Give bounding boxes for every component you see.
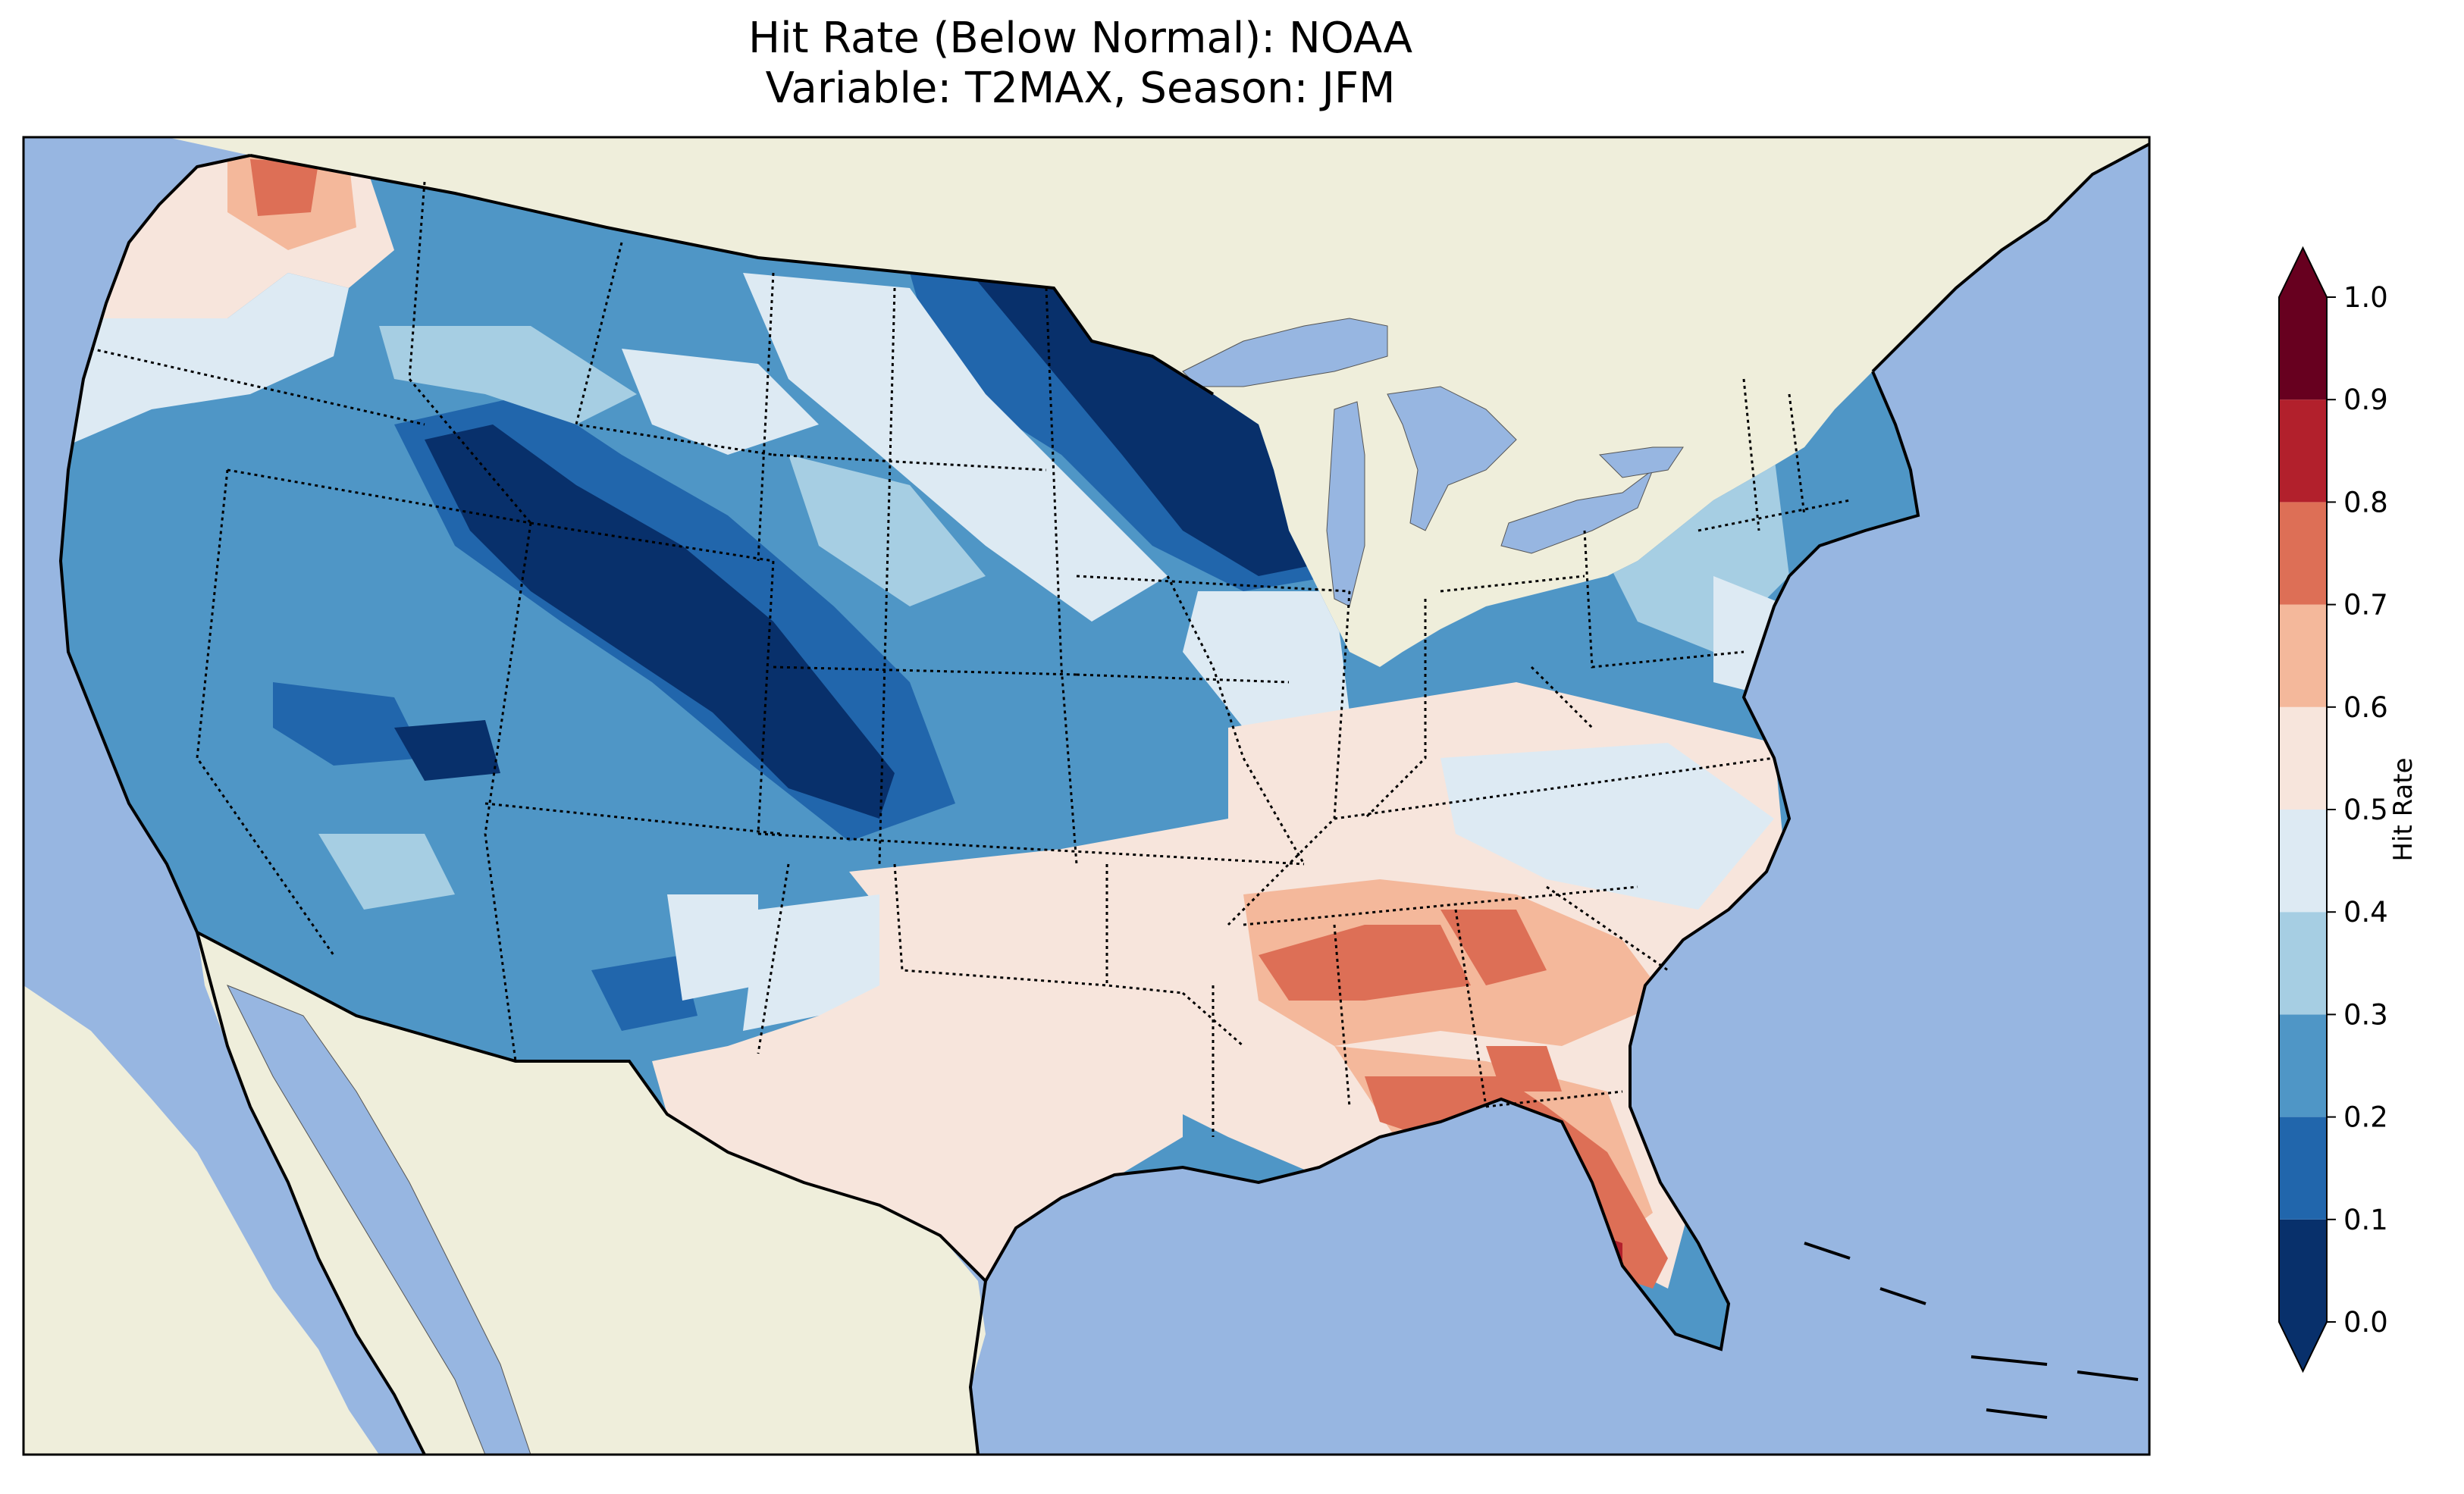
colorbar-tick-label: 0.7 [2343, 589, 2388, 622]
colorbar-segment [2279, 1219, 2327, 1322]
colorbar-tick-label: 0.0 [2343, 1306, 2388, 1339]
map-panel [24, 137, 2149, 1455]
state-borders [90, 181, 1851, 1137]
colorbar-under-extension [2279, 1322, 2327, 1371]
colorbar-tick-label: 0.8 [2343, 486, 2388, 518]
colorbar: 0.0 0.1 0.2 0.3 0.4 0.5 0.6 0.7 0.8 0.9 1.0 [2278, 246, 2388, 1373]
canada-land [24, 137, 2149, 667]
colorbar-over-extension [2279, 248, 2327, 297]
colorbar-segment [2279, 1014, 2327, 1117]
colorbar-tick-label: 0.2 [2343, 1101, 2388, 1134]
coastlines [58, 143, 2149, 1455]
country-borders [196, 154, 1215, 1283]
colorbar-segment [2279, 706, 2327, 810]
colorbar-segment [2279, 604, 2327, 707]
colorbar-segment [2279, 297, 2327, 400]
colorbar-segment [2279, 502, 2327, 605]
caribbean-islands [1804, 1242, 2139, 1419]
great-lakes [1182, 318, 1684, 607]
map-frame [22, 136, 2151, 1456]
colorbar-segment [2279, 912, 2327, 1015]
colorbar-segment [2279, 1117, 2327, 1220]
gulf-of-california [226, 985, 531, 1455]
map-title: Hit Rate (Below Normal): NOAA Variable: … [0, 14, 2161, 114]
colorbar-segment [2279, 810, 2327, 913]
colorbar-segment [2279, 399, 2327, 503]
colorbar-label: Hit Rate [2388, 757, 2419, 862]
colorbar-tick-label: 0.9 [2343, 384, 2388, 416]
colorbar-tick-label: 0.1 [2343, 1204, 2388, 1236]
colorbar-tick-label: 0.4 [2343, 896, 2388, 929]
title-line-2: Variable: T2MAX, Season: JFM [765, 64, 1396, 113]
mexico-land [24, 932, 986, 1455]
title-line-1: Hit Rate (Below Normal): NOAA [748, 14, 1413, 63]
colorbar-tick-label: 0.5 [2343, 794, 2388, 826]
colorbar-tick-label: 1.0 [2343, 281, 2388, 314]
colorbar-tick-label: 0.3 [2343, 998, 2388, 1031]
colorbar-tick-label: 0.6 [2343, 691, 2388, 724]
